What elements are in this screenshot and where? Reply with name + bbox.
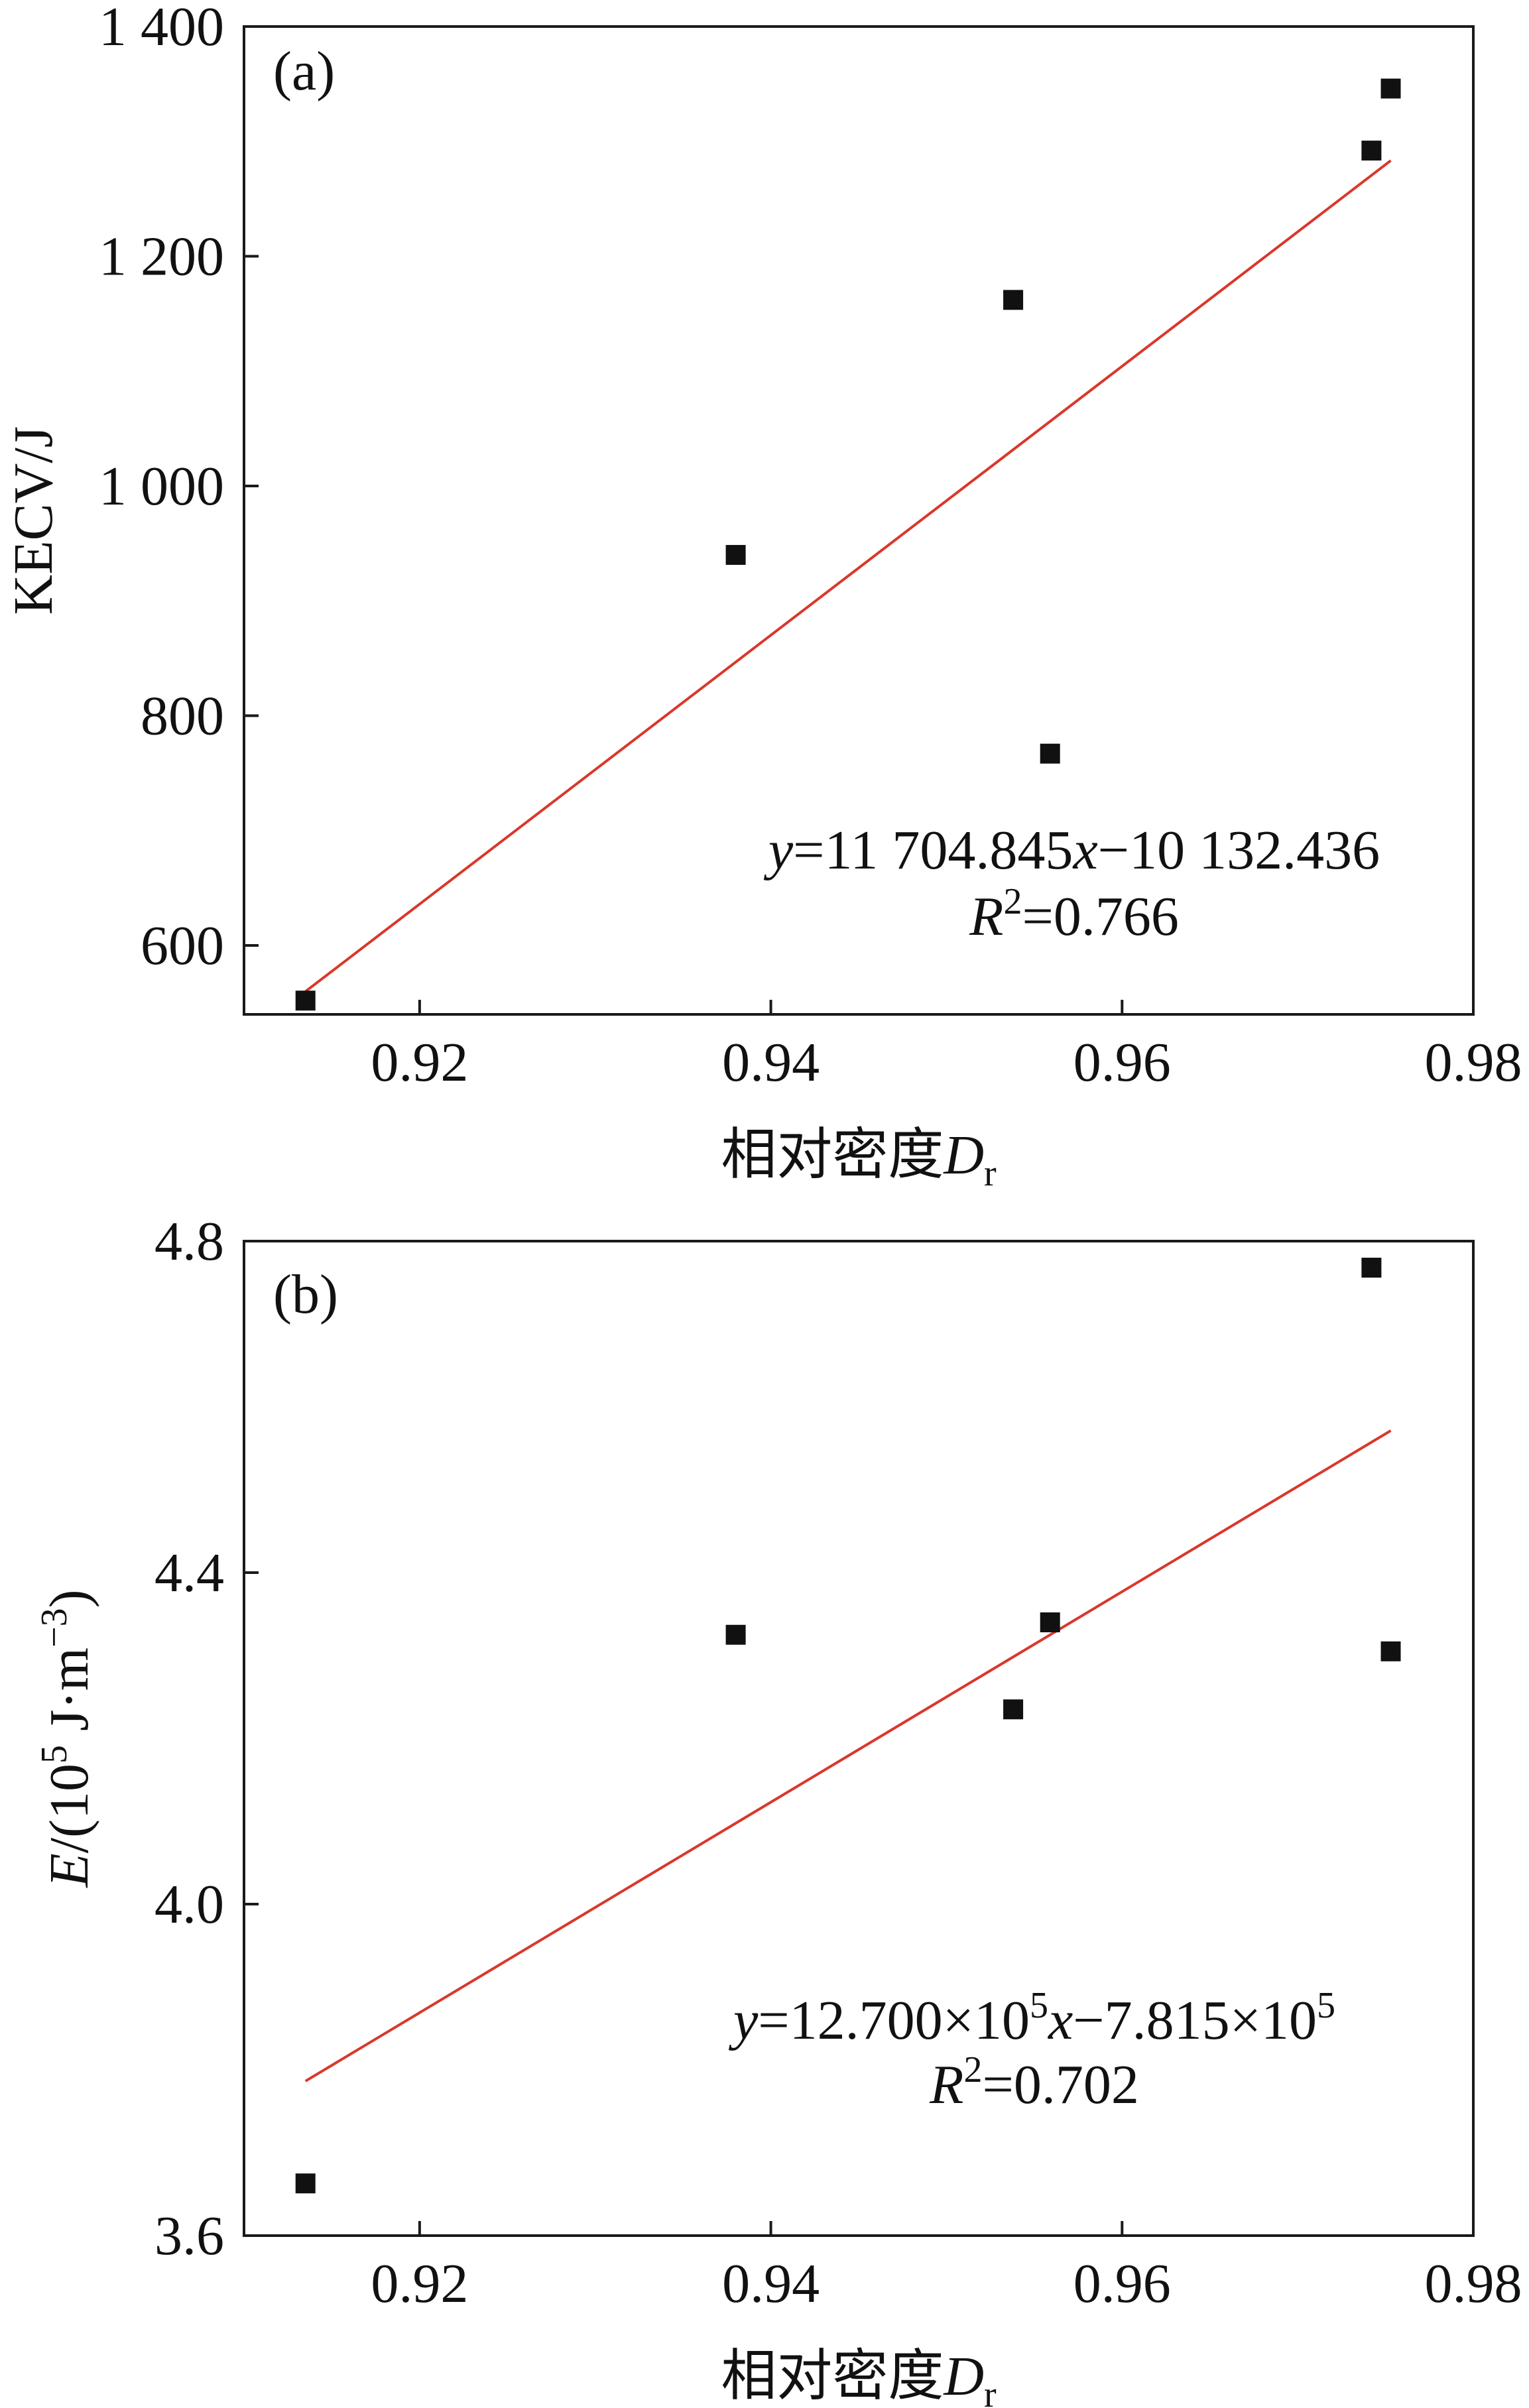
r-squared-value-b: =0.702: [982, 2054, 1138, 2116]
x-axis-title-text-a: 相对密度: [721, 1124, 944, 1186]
x-axis-title-sub-a: r: [984, 1153, 997, 1194]
y-tick-label-b-3: 4.8: [154, 1211, 224, 1272]
x-tick-label-a-1: 0.94: [722, 1032, 820, 1093]
y-ticks-b: 3.6 4.0 4.4 4.8: [154, 1211, 259, 2267]
x-tick-label-a-3: 0.98: [1425, 1032, 1522, 1093]
data-points-b: [295, 1258, 1401, 2194]
fit-equation-var-a: x: [1071, 819, 1097, 881]
fit-equation-rhs-a: −10 132.436: [1098, 819, 1380, 881]
r-squared-b: R2=0.702: [929, 2049, 1139, 2116]
data-point-b-1: [725, 1624, 746, 1645]
data-point-a-0: [295, 991, 316, 1011]
fit-line-segment-b: [304, 1429, 1392, 2082]
y-tick-label-a-4: 1 400: [99, 0, 224, 58]
chart-panel-b: 3.64.04.44.8 0.92 0.94 0.96 0.98 (b) E/(105…: [34, 1211, 1522, 2408]
y-tick-label-a-3: 1 200: [99, 226, 224, 288]
chart-panel-a: 600 800 1 000 1 200 1 400 0.92 0.94 0.96 0.98 (…: [3, 0, 1522, 1194]
panel-label-b: (b): [273, 1264, 338, 1325]
data-point-b-3: [1040, 1612, 1060, 1632]
fit-equation-s1-b: 5: [1030, 1985, 1048, 2026]
x-tick-label-a-2: 0.96: [1073, 1032, 1171, 1093]
x-axis-title-a: 相对密度Dr: [721, 1124, 997, 1194]
data-point-a-3: [1040, 743, 1060, 764]
x-tick-label-b-0: 0.92: [371, 2253, 468, 2315]
x-tick-label-a-0: 0.92: [371, 1032, 468, 1093]
x-ticks-a: 0.92 0.94 0.96 0.98: [371, 1000, 1522, 1093]
x-axis-title-var-b: D: [943, 2346, 984, 2407]
data-point-b-0: [295, 2173, 316, 2194]
data-point-a-1: [725, 544, 746, 565]
x-tick-label-b-3: 0.98: [1425, 2253, 1522, 2315]
data-point-b-4: [1361, 1258, 1382, 1278]
fit-equation-s2-b: 5: [1317, 1985, 1335, 2026]
y-axis-title-sup1-b: 5: [34, 1745, 75, 1764]
y-axis-title-part3-b: ): [38, 1589, 100, 1608]
r-squared-value-a: =0.766: [1022, 886, 1178, 947]
y-tick-label-b-0: 3.6: [154, 2205, 224, 2267]
fit-equation-mid-a: =11 704.845: [793, 819, 1073, 881]
x-tick-label-b-1: 0.94: [722, 2253, 820, 2315]
y-axis-title-part2-b: J·m: [38, 1648, 100, 1745]
r-squared-sup-a: 2: [1003, 881, 1022, 922]
data-point-b-5: [1380, 1641, 1401, 1661]
y-axis-title-b: E/(105 J·m−3): [34, 1589, 100, 1888]
plot-frame-b: [243, 1240, 1475, 2237]
y-axis-title-var-b: E: [38, 1853, 100, 1888]
fit-equation-lhs-a: y: [763, 819, 794, 881]
y-ticks-a: 600 800 1 000 1 200 1 400: [99, 0, 259, 977]
data-point-a-5: [1380, 78, 1401, 99]
y-axis-title-a: KECV/J: [3, 426, 64, 615]
y-tick-label-a-1: 800: [141, 686, 224, 747]
r-squared-symbol-b: R: [929, 2054, 963, 2116]
data-points-a: [295, 78, 1401, 1011]
x-axis-title-text-b: 相对密度: [721, 2346, 944, 2407]
y-tick-label-a-0: 600: [141, 915, 224, 977]
x-axis-title-sub-b: r: [984, 2374, 997, 2408]
fit-equation-lhs-b: y: [728, 1990, 759, 2051]
fit-equation-p1-b: =12.700×10: [758, 1990, 1030, 2051]
data-point-a-4: [1361, 141, 1382, 161]
y-tick-label-b-1: 4.0: [154, 1874, 224, 1935]
r-squared-sup-b: 2: [963, 2049, 982, 2090]
y-axis-title-part1-b: /(10: [38, 1764, 100, 1853]
fit-line-segment-a: [304, 159, 1392, 993]
plot-frame-a: [243, 25, 1475, 1016]
fit-equation-b: y=12.700×105x−7.815×105: [728, 1985, 1335, 2051]
fit-equation-a: y=11 704.845x−10 132.436: [763, 819, 1380, 881]
y-axis-title-sup2-b: −3: [34, 1608, 75, 1648]
data-point-a-2: [1003, 290, 1024, 310]
x-axis-title-var-a: D: [943, 1124, 984, 1186]
fit-equation-p2-b: −7.815×10: [1073, 1990, 1317, 2051]
fit-equation-var-b: x: [1047, 1990, 1073, 2051]
x-ticks-b: 0.92 0.94 0.96 0.98: [371, 2221, 1522, 2315]
fit-line-b: [304, 1429, 1392, 2082]
data-point-b-2: [1003, 1699, 1024, 1720]
r-squared-symbol-a: R: [969, 886, 1003, 947]
fit-line-a: [304, 159, 1392, 993]
y-tick-label-b-2: 4.4: [154, 1542, 224, 1604]
x-axis-title-b: 相对密度Dr: [721, 2346, 997, 2408]
x-tick-label-b-2: 0.96: [1073, 2253, 1171, 2315]
y-tick-label-a-2: 1 000: [99, 455, 224, 517]
r-squared-a: R2=0.766: [969, 881, 1179, 947]
panel-label-a: (a): [273, 40, 335, 102]
